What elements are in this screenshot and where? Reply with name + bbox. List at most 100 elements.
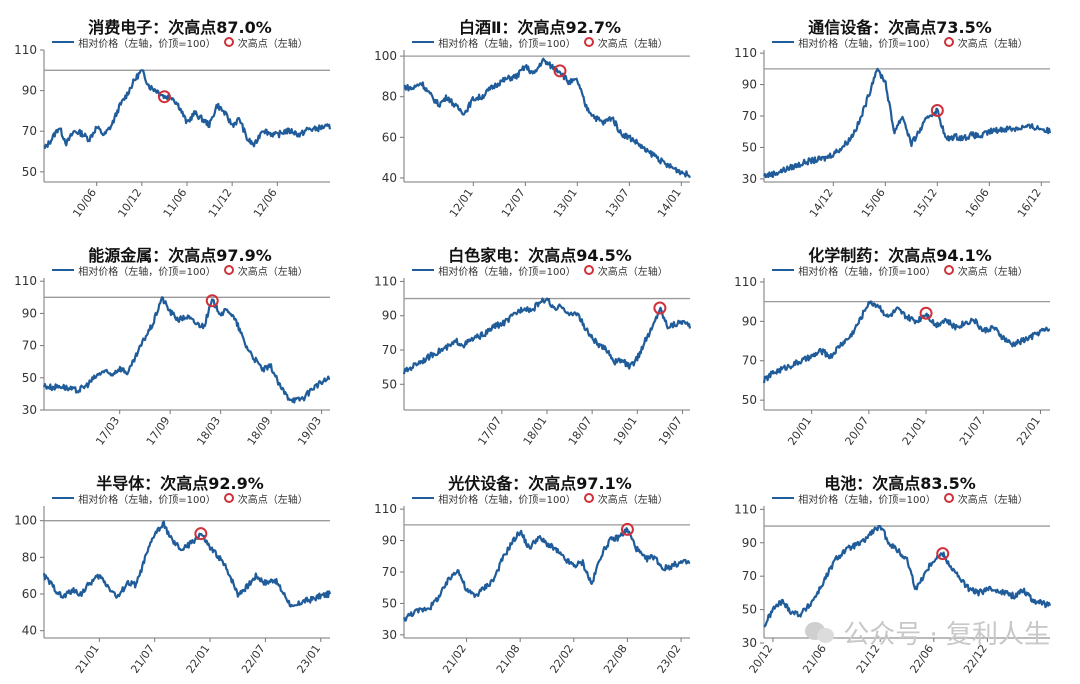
legend-item-marker: 次高点（左轴） (223, 35, 308, 50)
y-tick-label: 70 (742, 569, 757, 583)
y-tick-label: 90 (742, 536, 757, 550)
legend-item-marker: 次高点（左轴） (583, 491, 668, 506)
legend-item-line: 相对价格（左轴，价顶=100） (52, 35, 216, 50)
secondary-high-marker (194, 527, 208, 541)
legend-line-swatch (772, 41, 795, 43)
y-tick-label: 100 (374, 49, 397, 63)
legend-marker-label: 次高点（左轴） (597, 266, 668, 278)
chart-title: 消费电子：次高点87.0% (88, 18, 272, 37)
secondary-high-marker (553, 64, 567, 78)
y-tick-label: 110 (374, 502, 397, 516)
legend-item-line: 相对价格（左轴，价顶=100） (412, 491, 576, 506)
y-tick-label: 50 (742, 603, 757, 617)
x-tick-label: 18/07 (566, 414, 595, 447)
x-tick-label: 14/12 (807, 186, 836, 219)
chart-svg: 30 50 70 90 110 14/12 15/06 15/12 16/06 16/12 (734, 46, 1052, 220)
y-tick-label: 50 (742, 393, 757, 407)
legend-marker-swatch (583, 493, 594, 503)
chart-panel: 化学制药：次高点94.1% 相对价格（左轴，价顶=100） 次高点（左轴） 50 70 9… (720, 228, 1080, 456)
y-tick-label: 90 (382, 309, 397, 323)
chart-svg: 40 60 80 100 12/01 12/07 13/01 13/07 14/01 (374, 49, 691, 220)
chart-svg: 50 70 90 110 20/01 20/07 21/01 21/07 22/01 (734, 275, 1051, 448)
y-tick-label: 30 (22, 403, 37, 417)
chart-title: 白酒Ⅱ：次高点92.7% (458, 18, 622, 37)
y-tick-label: 90 (382, 534, 397, 548)
legend-line-label: 相对价格（左轴，价顶=100） (798, 266, 936, 278)
legend-marker-swatch (583, 265, 594, 275)
y-tick-label: 110 (734, 275, 757, 289)
x-tick-label: 16/12 (1015, 186, 1044, 219)
y-tick-label: 30 (382, 628, 397, 642)
secondary-high-marker (930, 104, 944, 117)
y-tick-label: 40 (382, 171, 397, 185)
y-tick-label: 40 (22, 624, 37, 638)
chart-legend: 相对价格（左轴，价顶=100） 次高点（左轴） (0, 491, 360, 506)
legend-line-swatch (772, 497, 795, 499)
legend-item-line: 相对价格（左轴，价顶=100） (772, 491, 936, 506)
legend-line-label: 相对价格（左轴，价顶=100） (438, 38, 576, 50)
x-tick-label: 15/12 (911, 186, 940, 219)
chart-legend: 相对价格（左轴，价顶=100） 次高点（左轴） (360, 35, 720, 50)
legend-line-swatch (412, 497, 435, 499)
wechat-icon (805, 620, 835, 646)
legend-marker-label: 次高点（左轴） (237, 38, 308, 50)
y-tick-label: 50 (742, 140, 757, 154)
chart-title: 能源金属：次高点97.9% (88, 246, 272, 265)
x-tick-label: 12/06 (251, 186, 280, 219)
y-tick-label: 50 (382, 596, 397, 610)
secondary-high-marker (205, 294, 219, 308)
x-tick-label: 18/09 (245, 414, 274, 447)
legend-line-swatch (772, 269, 795, 271)
y-tick-label: 90 (22, 306, 37, 320)
price-series-line (403, 57, 691, 179)
legend-marker-label: 次高点（左轴） (957, 38, 1028, 50)
price-series-line (43, 69, 332, 150)
chart-panel: 白酒Ⅱ：次高点92.7% 相对价格（左轴，价顶=100） 次高点（左轴） 40 60 80… (360, 0, 720, 228)
x-tick-label: 20/01 (785, 414, 814, 447)
x-tick-label: 21/07 (128, 642, 157, 675)
secondary-high-marker (936, 547, 950, 561)
y-tick-label: 30 (742, 172, 757, 186)
y-tick-label: 70 (742, 354, 757, 368)
x-tick-label: 23/02 (655, 642, 684, 675)
x-tick-label: 11/12 (206, 186, 235, 219)
price-series-line (402, 297, 692, 375)
y-tick-label: 110 (734, 502, 757, 516)
legend-marker-swatch (943, 493, 954, 503)
price-series-line (42, 296, 331, 404)
y-tick-label: 60 (22, 587, 37, 601)
legend-line-label: 相对价格（左轴，价顶=100） (78, 38, 216, 50)
y-tick-label: 70 (382, 343, 397, 357)
x-tick-label: 14/01 (655, 186, 684, 219)
legend-marker-label: 次高点（左轴） (957, 494, 1028, 506)
chart-panel: 通信设备：次高点73.5% 相对价格（左轴，价顶=100） 次高点（左轴） 30 50 7… (720, 0, 1080, 228)
x-tick-label: 13/07 (603, 186, 632, 219)
legend-item-marker: 次高点（左轴） (583, 35, 668, 50)
legend-line-swatch (412, 269, 435, 271)
y-tick-label: 60 (382, 130, 397, 144)
x-tick-label: 21/01 (73, 642, 102, 675)
legend-item-marker: 次高点（左轴） (943, 491, 1028, 506)
y-tick-label: 110 (14, 43, 37, 57)
y-tick-label: 100 (14, 514, 37, 528)
y-tick-label: 110 (734, 46, 757, 60)
chart-title: 电池：次高点83.5% (824, 474, 976, 493)
y-tick-label: 110 (374, 274, 397, 288)
legend-item-marker: 次高点（左轴） (583, 263, 668, 278)
x-tick-label: 10/12 (115, 186, 144, 219)
x-tick-label: 12/07 (499, 186, 528, 219)
secondary-high-marker (620, 522, 634, 536)
legend-marker-swatch (943, 37, 954, 47)
legend-item-marker: 次高点（左轴） (943, 35, 1028, 50)
chart-title: 化学制药：次高点94.1% (808, 246, 992, 265)
legend-line-label: 相对价格（左轴，价顶=100） (78, 266, 216, 278)
x-tick-label: 21/02 (440, 642, 469, 675)
x-tick-label: 22/02 (547, 642, 576, 675)
watermark: 公众号 · 复利人生 (805, 614, 1050, 651)
chart-legend: 相对价格（左轴，价顶=100） 次高点（左轴） (0, 263, 360, 278)
legend-marker-label: 次高点（左轴） (957, 266, 1028, 278)
x-tick-label: 22/07 (239, 642, 268, 675)
chart-title: 通信设备：次高点73.5% (808, 18, 992, 37)
